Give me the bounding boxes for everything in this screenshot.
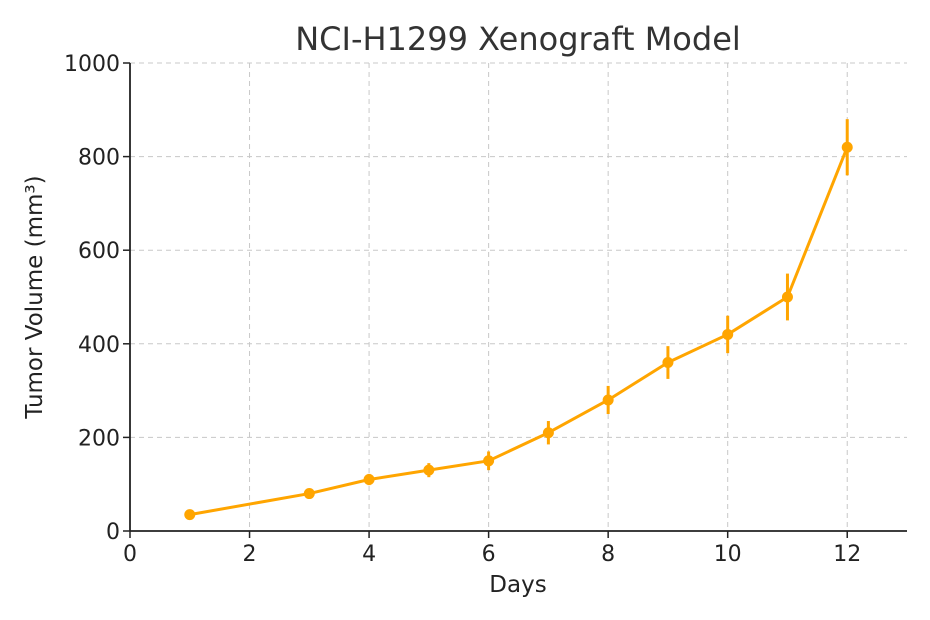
- data-point: [303, 488, 315, 500]
- y-tick-label: 200: [78, 426, 120, 451]
- y-tick-label: 0: [106, 520, 120, 545]
- series-line: [189, 146, 849, 517]
- x-tick-label: 4: [362, 542, 376, 567]
- data-point: [602, 394, 614, 406]
- x-axis-label: Days: [489, 572, 546, 598]
- x-tick-label: 6: [482, 542, 496, 567]
- x-tick-label: 2: [243, 542, 257, 567]
- x-tick-label: 8: [601, 542, 615, 567]
- chart-title: NCI-H1299 Xenograft Model: [295, 20, 741, 58]
- x-tick-label: 0: [123, 542, 137, 567]
- axes: 0 2 4 6 8 10 12 0 200 400 600 800 1000: [64, 52, 907, 567]
- y-tick-label: 400: [78, 333, 120, 358]
- data-point: [542, 427, 554, 439]
- y-tick-label: 1000: [64, 52, 120, 77]
- y-tick-label: 600: [78, 239, 120, 264]
- data-point: [722, 328, 734, 340]
- y-axis-label: Tumor Volume (mm³): [22, 175, 48, 419]
- data-series: [184, 119, 853, 521]
- data-point: [483, 455, 495, 467]
- data-point: [184, 509, 196, 521]
- x-tick-label: 10: [714, 542, 742, 567]
- data-point: [781, 291, 793, 303]
- x-tick-label: 12: [833, 542, 861, 567]
- data-point: [423, 464, 435, 476]
- data-point: [363, 474, 375, 486]
- y-tick-label: 800: [78, 146, 120, 171]
- data-point: [841, 141, 853, 153]
- data-point: [662, 357, 674, 369]
